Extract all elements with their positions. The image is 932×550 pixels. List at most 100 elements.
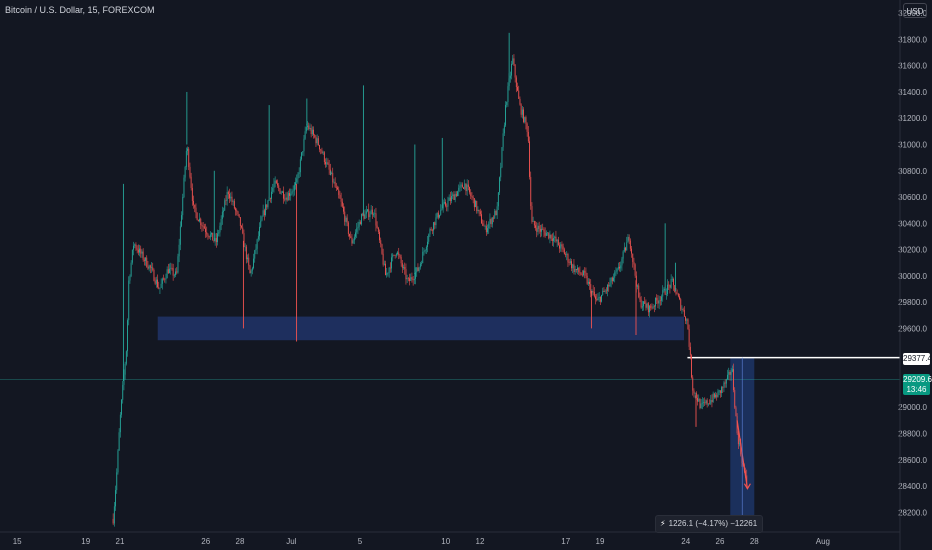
- candle-body: [385, 263, 386, 276]
- candle-body: [157, 279, 158, 288]
- candles-layer: [112, 32, 748, 527]
- candle-body: [302, 151, 304, 153]
- candle-body: [643, 301, 644, 307]
- candle-body: [165, 278, 167, 280]
- candle-body: [344, 211, 346, 222]
- candle-body: [233, 201, 235, 209]
- price-axis[interactable]: 28200.0 28400.0 28600.0 28800.0 29000.0 29600…: [898, 0, 928, 550]
- candle-body: [303, 138, 305, 152]
- candle-body: [452, 194, 454, 196]
- candle-body: [130, 262, 132, 276]
- candle-body: [511, 63, 512, 76]
- y-tick-label: 31000.0: [898, 140, 927, 149]
- candle-body: [275, 180, 277, 184]
- candle-body: [349, 233, 350, 237]
- candle-body: [164, 278, 166, 280]
- candle-body: [409, 278, 410, 281]
- x-tick-label: 26: [716, 537, 725, 546]
- candle-body: [428, 234, 430, 242]
- candle-body: [707, 403, 709, 405]
- candle-body: [169, 268, 170, 274]
- candle-body: [627, 236, 629, 243]
- candle-body: [484, 226, 486, 227]
- candle-body: [725, 379, 727, 384]
- candle-body: [489, 219, 491, 224]
- candle-body: [163, 278, 164, 280]
- candle-body: [145, 257, 146, 261]
- symbol-title[interactable]: Bitcoin / U.S. Dollar, 15, FOREXCOM: [5, 5, 155, 15]
- candle-body: [453, 194, 455, 201]
- currency-button[interactable]: USD: [903, 3, 927, 18]
- candle-body: [554, 236, 556, 239]
- candle-body: [253, 258, 254, 269]
- candle-body: [388, 267, 390, 273]
- candle-body: [239, 217, 241, 227]
- candle-body: [682, 309, 684, 311]
- candle-body: [490, 219, 492, 225]
- candle-body: [273, 183, 275, 189]
- x-tick-label: 19: [596, 537, 605, 546]
- candle-body: [693, 390, 695, 394]
- candle-body: [479, 211, 481, 215]
- candle-body: [119, 414, 121, 433]
- candle-body: [412, 279, 414, 281]
- candle-body: [604, 290, 606, 292]
- candle-body: [309, 127, 311, 129]
- candle-body: [171, 267, 173, 269]
- candle-body: [625, 247, 626, 251]
- candle-body: [655, 297, 656, 307]
- candle-body: [668, 284, 670, 286]
- candle-body: [307, 125, 308, 128]
- measure-label[interactable]: ⚡ 1226.1 (−4.17%) −12261: [655, 515, 764, 533]
- candle-body: [476, 200, 478, 212]
- candle-body: [343, 206, 344, 212]
- candle-body: [284, 198, 286, 200]
- candle-body: [605, 290, 607, 292]
- candle-body: [262, 210, 264, 217]
- candle-body: [527, 131, 529, 142]
- candle-body: [739, 443, 740, 445]
- bolt-icon: ⚡: [660, 519, 666, 528]
- level-lines: [0, 356, 900, 381]
- candle-body: [597, 298, 599, 301]
- candle-body: [723, 382, 725, 388]
- candle-body: [201, 225, 203, 227]
- candle-body: [327, 162, 329, 165]
- candle-body: [410, 277, 412, 281]
- candle-body: [419, 263, 421, 268]
- candle-body: [721, 387, 722, 393]
- candle-body: [580, 273, 582, 275]
- candle-body: [548, 232, 550, 239]
- candle-body: [496, 206, 498, 216]
- candle-body: [411, 277, 413, 280]
- x-tick-label: Jul: [286, 537, 296, 546]
- candle-body: [238, 214, 240, 218]
- candle-body: [287, 193, 289, 201]
- candle-body: [602, 290, 604, 295]
- candle-body: [379, 231, 380, 241]
- candle-body: [620, 265, 622, 269]
- candle-body: [651, 307, 653, 309]
- candle-body: [740, 443, 742, 455]
- candle-body: [221, 211, 223, 219]
- candle-body: [125, 351, 127, 364]
- candle-body: [472, 197, 474, 199]
- candle-body: [364, 213, 366, 219]
- candle-body: [305, 127, 307, 132]
- candle-body: [575, 268, 577, 271]
- candle-body: [542, 228, 544, 230]
- candle-body: [368, 209, 370, 218]
- candle-body: [215, 238, 217, 243]
- candle-body: [347, 222, 349, 234]
- candle-body: [127, 320, 128, 352]
- candle-body: [149, 265, 151, 268]
- candle-body: [515, 77, 517, 88]
- candle-body: [304, 131, 306, 139]
- candle-body: [301, 152, 302, 160]
- time-axis[interactable]: 15 19 21 26 28 Jul 5 10 12 17 19 24 26 28 Aug: [0, 531, 900, 546]
- candle-body: [525, 117, 527, 124]
- candle-body: [623, 247, 625, 252]
- candle-body: [590, 284, 592, 294]
- candle-body: [584, 270, 586, 273]
